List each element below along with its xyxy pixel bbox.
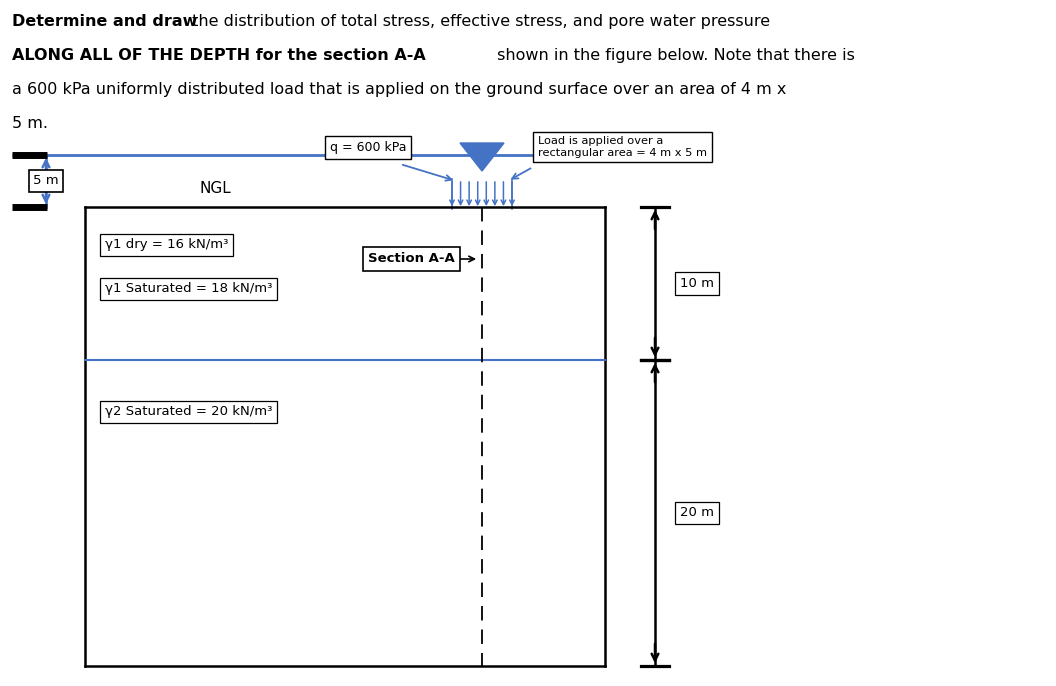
Text: NGL: NGL — [200, 181, 231, 196]
Text: a 600 kPa uniformly distributed load that is applied on the ground surface over : a 600 kPa uniformly distributed load tha… — [12, 82, 787, 97]
Text: γ1 dry = 16 kN/m³: γ1 dry = 16 kN/m³ — [105, 239, 228, 252]
Text: 20 m: 20 m — [680, 506, 714, 519]
Text: 5 m: 5 m — [33, 174, 59, 187]
Text: shown in the figure below. Note that there is: shown in the figure below. Note that the… — [492, 48, 855, 63]
Polygon shape — [460, 143, 504, 171]
Text: ALONG ALL OF THE DEPTH for the section A-A: ALONG ALL OF THE DEPTH for the section A… — [12, 48, 426, 63]
Text: q = 600 kPa: q = 600 kPa — [329, 141, 407, 154]
Text: Load is applied over a
rectangular area = 4 m x 5 m: Load is applied over a rectangular area … — [538, 137, 708, 158]
Text: 5 m.: 5 m. — [12, 116, 48, 131]
Text: Section A-A: Section A-A — [367, 252, 455, 265]
Text: the distribution of total stress, effective stress, and pore water pressure: the distribution of total stress, effect… — [187, 14, 770, 29]
Text: γ2 Saturated = 20 kN/m³: γ2 Saturated = 20 kN/m³ — [105, 405, 272, 418]
Text: Determine and draw: Determine and draw — [12, 14, 197, 29]
Text: γ1 Saturated = 18 kN/m³: γ1 Saturated = 18 kN/m³ — [105, 283, 272, 296]
Text: 10 m: 10 m — [680, 277, 714, 290]
